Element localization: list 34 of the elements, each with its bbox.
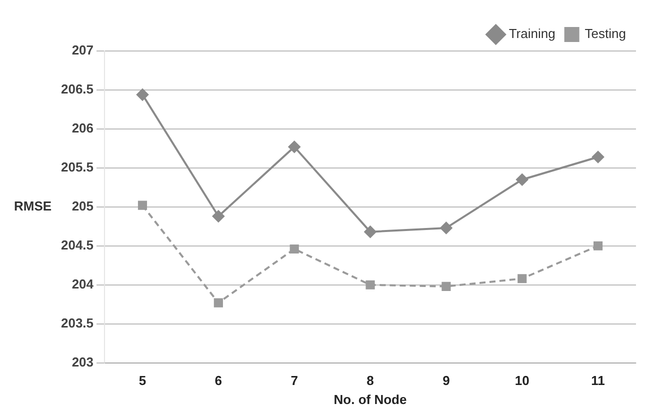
legend-label: Training [508,26,556,42]
y-tick-label: 205 [72,198,94,214]
y-tick-label: 205.5 [60,160,94,175]
y-axis-title: RMSE [14,198,52,214]
point [440,222,452,234]
point [214,298,223,308]
x-tick-label: 7 [290,373,298,388]
point [288,140,300,153]
point [592,151,604,164]
y-tick-label: 204 [72,276,94,292]
point [594,241,603,250]
point [518,274,527,284]
x-tick-label: 8 [366,373,374,388]
x-tick-label: 6 [214,373,222,388]
y-tick-label: 206 [72,120,94,136]
point [516,174,528,186]
x-tick-label: 9 [442,373,450,388]
y-tick-label: 207 [72,42,94,58]
y-tick-label: 204.5 [60,237,94,252]
y-tick-label: 206.5 [60,82,94,97]
x-tick-label: 10 [514,373,530,388]
point [364,226,376,238]
point [212,210,224,222]
point [442,282,451,291]
point [366,280,375,290]
y-tick-label: 203.5 [60,315,94,330]
y-tick-label: 203 [72,354,94,370]
x-tick-label: 11 [591,373,605,388]
point [136,88,148,101]
x-tick-label: 5 [138,373,146,388]
legend-label: Testing [584,26,626,42]
x-axis-title: No. of Node [334,392,407,407]
point [138,200,148,210]
point [290,244,299,254]
